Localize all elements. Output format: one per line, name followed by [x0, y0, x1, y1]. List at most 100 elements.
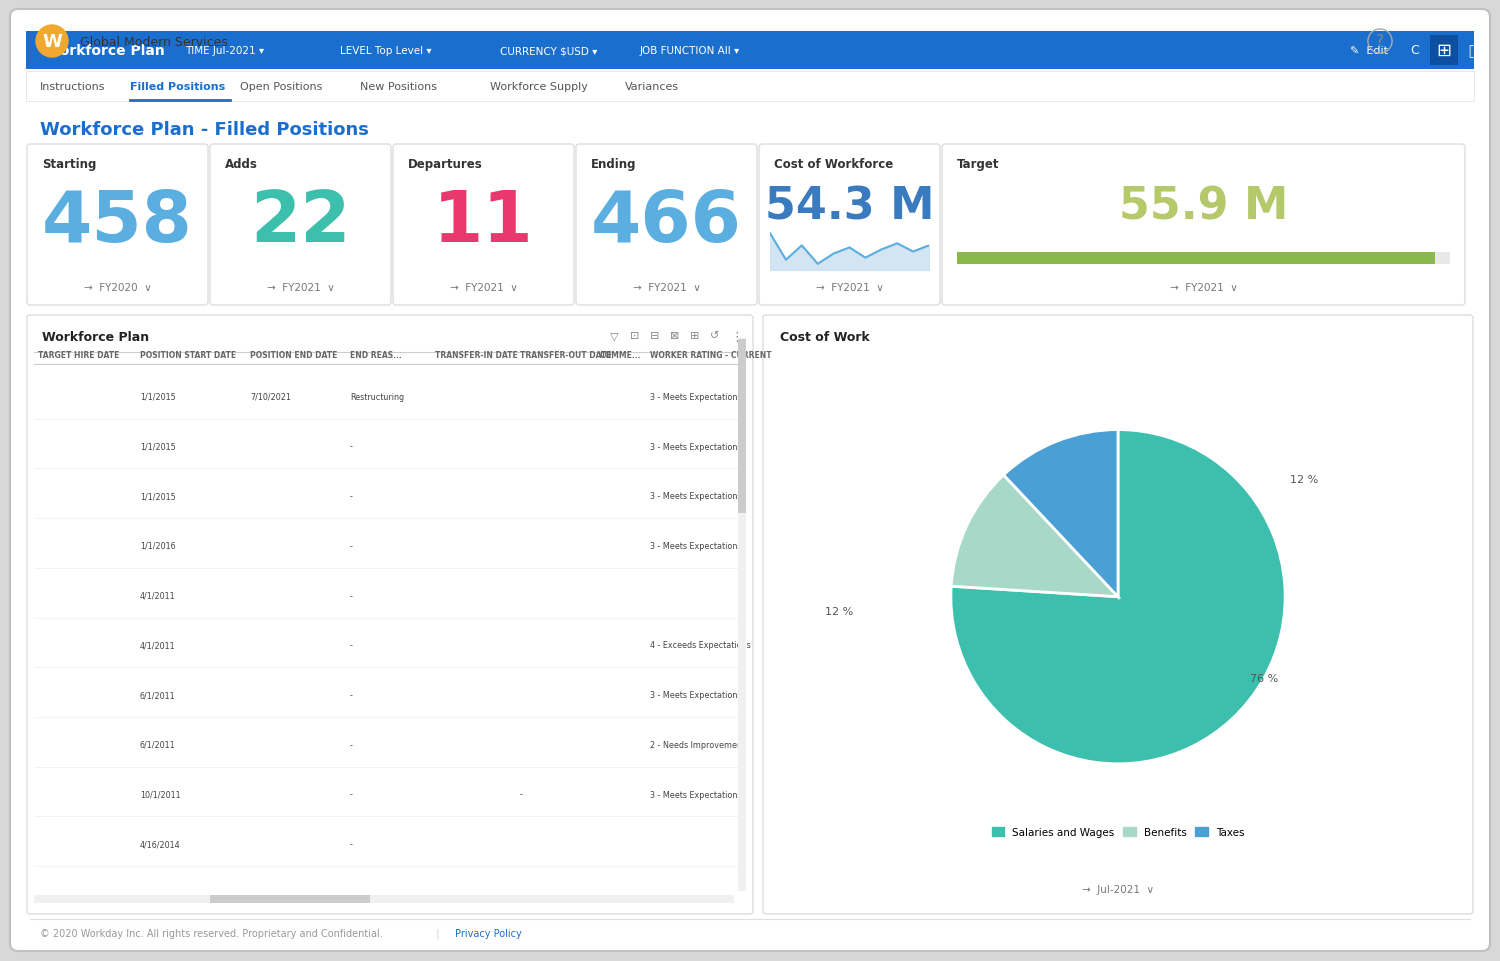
Text: 3 - Meets Expectations: 3 - Meets Expectations: [650, 492, 741, 501]
Text: ?: ?: [1376, 35, 1384, 49]
FancyBboxPatch shape: [759, 145, 940, 306]
Text: -: -: [350, 839, 352, 849]
Text: Restructuring: Restructuring: [350, 392, 404, 402]
Text: Workforce Supply: Workforce Supply: [490, 82, 588, 92]
Text: Cost of Workforce: Cost of Workforce: [774, 158, 894, 171]
Bar: [34, 895, 734, 903]
FancyBboxPatch shape: [942, 145, 1466, 306]
Bar: [34, 623, 742, 668]
Text: Variances: Variances: [626, 82, 680, 92]
Text: C: C: [1410, 44, 1419, 58]
Text: 1/1/2016: 1/1/2016: [140, 541, 176, 551]
FancyBboxPatch shape: [27, 315, 753, 914]
Text: Adds: Adds: [225, 158, 258, 171]
Text: Cost of Work: Cost of Work: [780, 331, 870, 344]
Text: TRANSFER-IN DATE: TRANSFER-IN DATE: [435, 351, 517, 359]
Text: -: -: [350, 790, 352, 799]
Text: →  FY2021  ∨: → FY2021 ∨: [450, 283, 518, 293]
Wedge shape: [1004, 431, 1118, 597]
Text: CURRENCY $USD ▾: CURRENCY $USD ▾: [500, 46, 597, 56]
Text: Target: Target: [957, 158, 999, 171]
Text: →  FY2021  ∨: → FY2021 ∨: [267, 283, 334, 293]
Legend: Salaries and Wages, Benefits, Taxes: Salaries and Wages, Benefits, Taxes: [987, 824, 1248, 842]
Text: →  FY2020  ∨: → FY2020 ∨: [84, 283, 152, 293]
Text: |: |: [430, 927, 445, 938]
Bar: [34, 524, 742, 568]
Text: 4/1/2011: 4/1/2011: [140, 641, 176, 650]
Bar: [210, 895, 370, 903]
Text: -: -: [350, 492, 352, 501]
Text: -: -: [350, 740, 352, 749]
Text: 1/1/2015: 1/1/2015: [140, 442, 176, 451]
Text: TARGET HIRE DATE: TARGET HIRE DATE: [38, 351, 120, 359]
Text: Workforce Plan: Workforce Plan: [45, 44, 165, 58]
Wedge shape: [951, 431, 1286, 764]
Text: 76 %: 76 %: [1250, 673, 1278, 683]
Text: ⊟: ⊟: [650, 331, 660, 340]
Text: ⊞: ⊞: [1437, 42, 1452, 60]
Text: ⊡: ⊡: [630, 331, 639, 340]
Text: 3 - Meets Expectations: 3 - Meets Expectations: [650, 392, 741, 402]
Text: TIME Jul-2021 ▾: TIME Jul-2021 ▾: [184, 46, 264, 56]
Text: 22: 22: [251, 187, 351, 257]
Text: 10/1/2011: 10/1/2011: [140, 790, 180, 799]
Text: TRANSFER-OUT DATE: TRANSFER-OUT DATE: [520, 351, 612, 359]
Text: Ending: Ending: [591, 158, 636, 171]
Bar: [34, 822, 742, 866]
Text: 2 - Needs Improvement: 2 - Needs Improvement: [650, 740, 746, 749]
Text: 55.9 M: 55.9 M: [1119, 185, 1288, 228]
Text: -: -: [350, 690, 352, 700]
Bar: [1430, 36, 1458, 66]
Bar: [26, 32, 1474, 70]
Text: →  FY2021  ∨: → FY2021 ∨: [633, 283, 700, 293]
Text: 3 - Meets Expectations: 3 - Meets Expectations: [650, 790, 741, 799]
Text: 6/1/2011: 6/1/2011: [140, 690, 176, 700]
FancyBboxPatch shape: [576, 145, 758, 306]
Text: ↺: ↺: [710, 331, 720, 340]
FancyBboxPatch shape: [27, 145, 209, 306]
Text: Workforce Plan - Filled Positions: Workforce Plan - Filled Positions: [40, 121, 369, 138]
Text: ✎  Edit: ✎ Edit: [1350, 46, 1388, 56]
Text: ⊞: ⊞: [690, 331, 699, 340]
Circle shape: [36, 26, 68, 58]
Text: 12 %: 12 %: [825, 606, 854, 617]
Text: 4 - Exceeds Expectations: 4 - Exceeds Expectations: [650, 641, 750, 650]
Text: Starting: Starting: [42, 158, 96, 171]
Bar: [34, 424, 742, 469]
Text: 1/1/2015: 1/1/2015: [140, 392, 176, 402]
Text: 4/16/2014: 4/16/2014: [140, 839, 180, 849]
Text: 4/1/2011: 4/1/2011: [140, 591, 176, 600]
Wedge shape: [951, 476, 1118, 597]
Text: Workforce Plan: Workforce Plan: [42, 331, 148, 344]
FancyBboxPatch shape: [764, 315, 1473, 914]
Text: ⊠: ⊠: [670, 331, 680, 340]
Text: JOB FUNCTION All ▾: JOB FUNCTION All ▾: [640, 46, 741, 56]
Text: ▽: ▽: [610, 331, 618, 340]
Text: 12 %: 12 %: [1290, 475, 1318, 484]
Text: WORKER RATING - CURRENT: WORKER RATING - CURRENT: [650, 351, 771, 359]
Text: 3 - Meets Expectations: 3 - Meets Expectations: [650, 690, 741, 700]
Text: -: -: [350, 442, 352, 451]
Text: © 2020 Workday Inc. All rights reserved. Proprietary and Confidential.: © 2020 Workday Inc. All rights reserved.…: [40, 928, 382, 938]
Text: New Positions: New Positions: [360, 82, 436, 92]
Text: W: W: [42, 33, 62, 51]
Text: POSITION END DATE: POSITION END DATE: [251, 351, 338, 359]
Text: -: -: [350, 641, 352, 650]
Text: 6/1/2011: 6/1/2011: [140, 740, 176, 749]
Text: 🔖: 🔖: [1468, 44, 1476, 58]
Text: →  FY2021  ∨: → FY2021 ∨: [1170, 283, 1238, 293]
Text: -: -: [350, 541, 352, 551]
Text: Filled Positions: Filled Positions: [130, 82, 225, 92]
Text: →  FY2021  ∨: → FY2021 ∨: [816, 283, 884, 293]
Text: 466: 466: [591, 187, 742, 257]
Text: Departures: Departures: [408, 158, 483, 171]
Text: -: -: [350, 591, 352, 600]
FancyBboxPatch shape: [10, 10, 1490, 951]
Text: 11: 11: [433, 187, 534, 257]
Bar: [26, 72, 1474, 102]
Text: 7/10/2021: 7/10/2021: [251, 392, 291, 402]
FancyBboxPatch shape: [210, 145, 392, 306]
FancyBboxPatch shape: [393, 145, 574, 306]
Text: Open Positions: Open Positions: [240, 82, 322, 92]
Text: 458: 458: [42, 187, 194, 257]
